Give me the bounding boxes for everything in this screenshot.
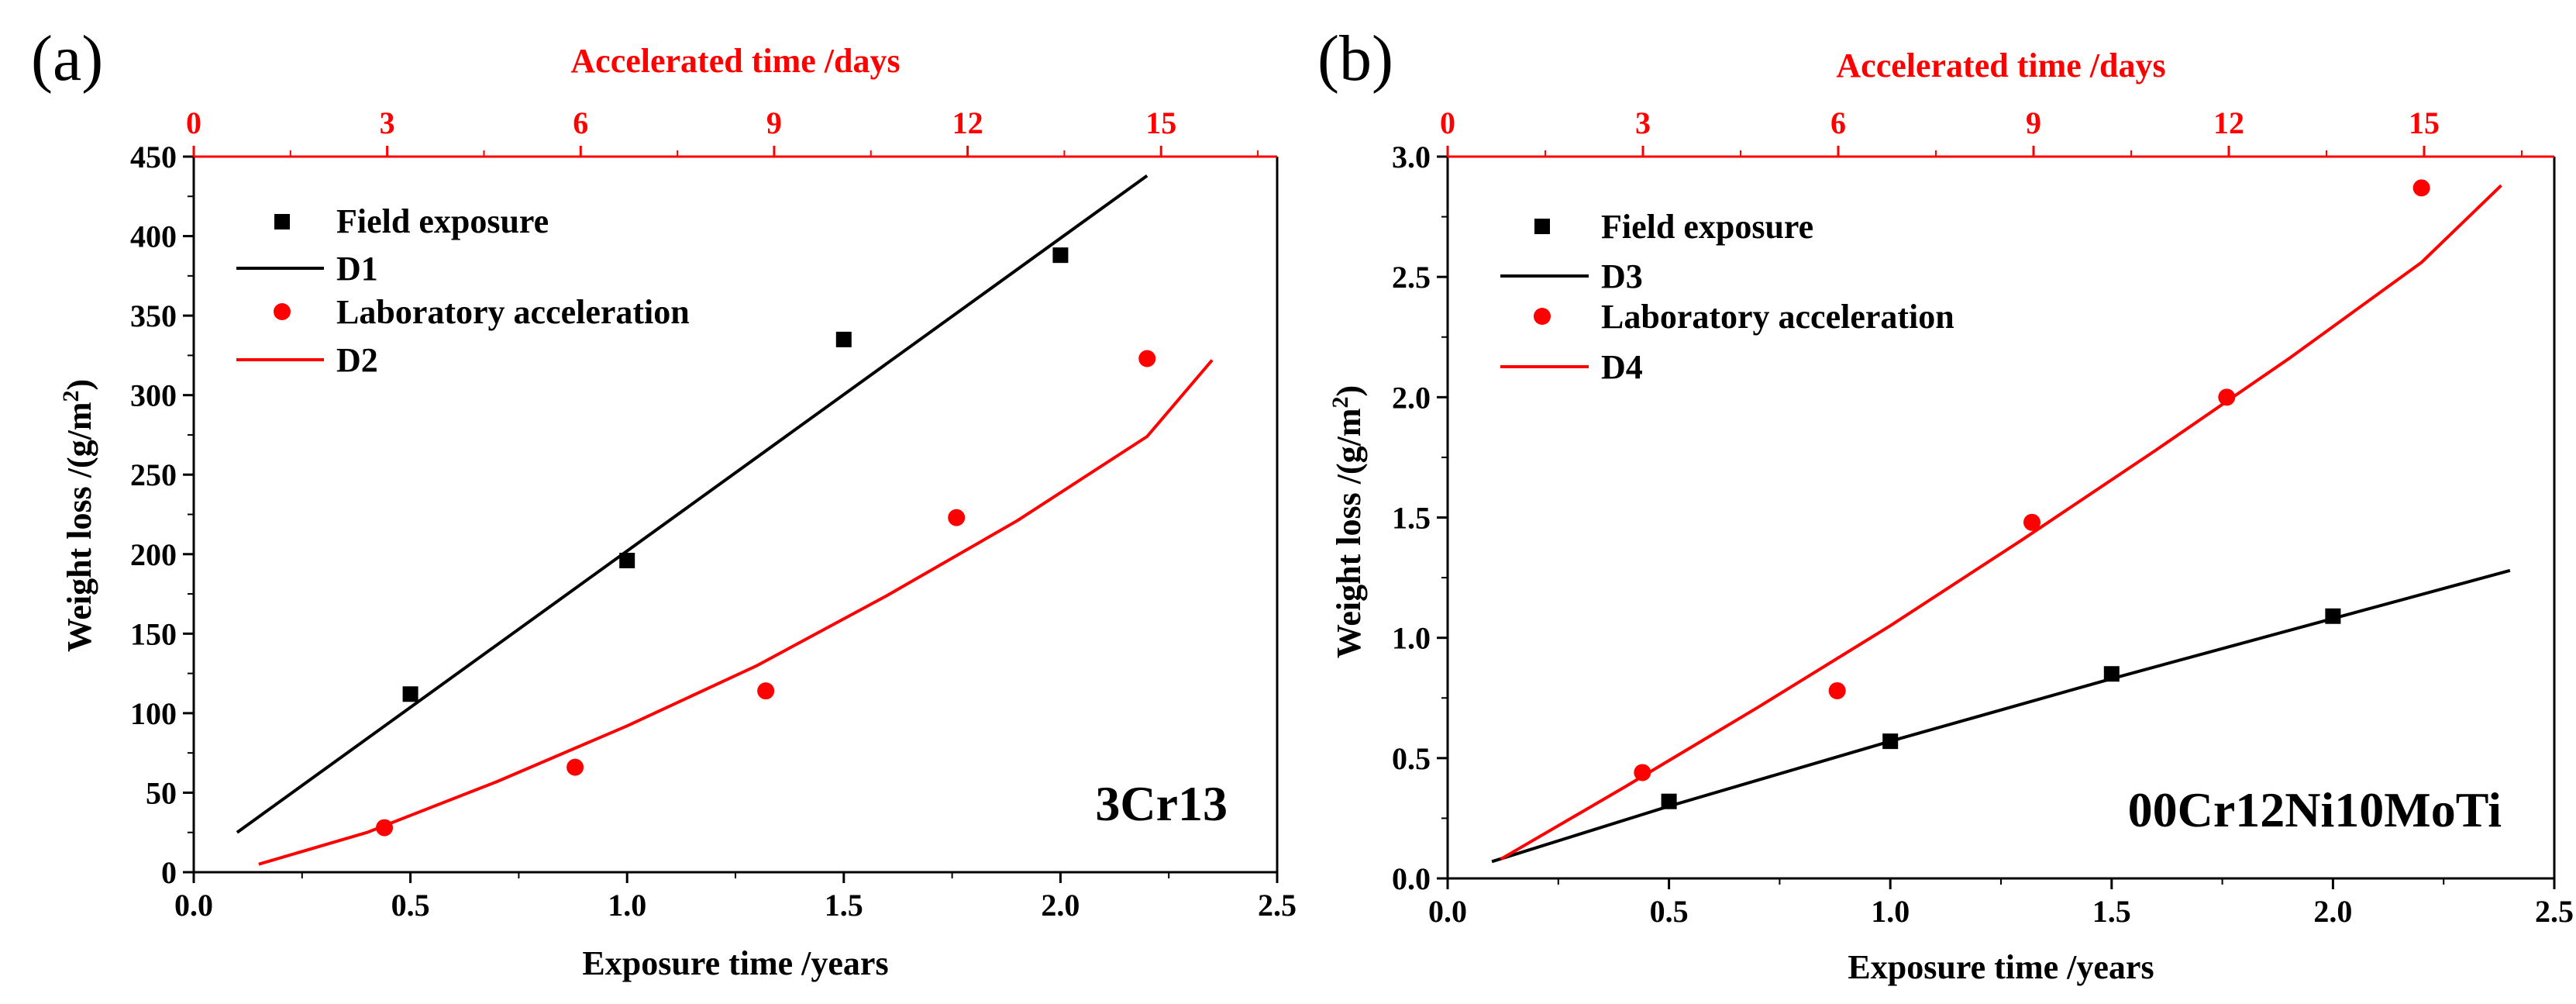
panel-a: (a) Accelerated time /days Exposure time… [31, 22, 1297, 982]
data-point-square [619, 552, 635, 568]
y-tick-label: 0.0 [1392, 861, 1431, 896]
data-point-square [2103, 666, 2120, 682]
x2-tick-label: 3 [1635, 105, 1651, 140]
top-axis-title: Accelerated time /days [1836, 47, 2165, 85]
y-tick-label: 2.5 [1392, 260, 1431, 295]
x-tick-label: 1.0 [1871, 894, 1910, 929]
x-tick-label: 1.0 [608, 888, 646, 923]
y-tick-label: 1.0 [1392, 621, 1431, 656]
legend-label: Field exposure [336, 202, 549, 240]
legend-label: D3 [1601, 257, 1643, 295]
legend: Field exposure D1 Laboratory acceleratio… [236, 202, 690, 379]
data-point-square [402, 686, 418, 702]
x-tick-label: 0.5 [391, 888, 430, 923]
x-tick-label: 2.5 [1258, 888, 1297, 923]
data-point-square [1661, 793, 1677, 809]
panel-b: (b) Accelerated time /days Exposure time… [1317, 22, 2574, 986]
y-tick-label: 0 [161, 855, 177, 890]
legend-label: D1 [336, 250, 378, 288]
data-point-circle [948, 509, 966, 526]
legend-label: Field exposure [1601, 208, 1813, 246]
x2-tick-label: 6 [573, 105, 588, 140]
y-axis-title-close: ) [1330, 385, 1368, 397]
legend-label: Laboratory acceleration [1601, 298, 1954, 336]
y-axis-title: Weight loss /(g/m2) [1328, 385, 1368, 658]
y-tick-label: 200 [130, 537, 177, 572]
y-axis-title: Weight loss /(g/m2) [58, 379, 98, 652]
x2-tick-label: 0 [1440, 105, 1455, 140]
data-point-circle [2218, 388, 2236, 406]
x2-tick-label: 0 [186, 105, 201, 140]
y-axis-title-text: Weight loss /(g/m [60, 402, 98, 652]
data-point-square [2325, 608, 2341, 624]
y-tick-label: 450 [130, 140, 177, 174]
data-point-circle [2412, 179, 2430, 197]
material-annotation: 3Cr13 [1095, 776, 1228, 831]
fit-line [1500, 184, 2502, 861]
y-axis-title-sup: 2 [58, 390, 84, 402]
y-axis-title-sup: 2 [1328, 396, 1353, 408]
legend-label: D2 [336, 341, 378, 379]
legend-marker-square [1534, 219, 1550, 234]
x-tick-label: 2.0 [2313, 894, 2352, 929]
y-tick-label: 0.5 [1392, 741, 1431, 776]
y-tick-label: 250 [130, 457, 177, 492]
x2-tick-label: 9 [2026, 105, 2041, 140]
material-annotation: 00Cr12Ni10MoTi [2128, 782, 2502, 837]
x2-tick-label: 15 [1145, 105, 1176, 140]
x2-tick-label: 12 [952, 105, 983, 140]
y-tick-label: 3.0 [1392, 140, 1431, 174]
legend-label: Laboratory acceleration [336, 293, 690, 331]
legend: Field exposure D3 Laboratory acceleratio… [1500, 208, 1954, 386]
y-tick-label: 150 [130, 616, 177, 651]
legend-marker-circle [1534, 308, 1551, 325]
y-tick-label: 100 [130, 696, 177, 731]
top-axis-title: Accelerated time /days [570, 42, 900, 80]
x-tick-label: 0.5 [1650, 894, 1689, 929]
data-point-square [835, 331, 852, 347]
x-tick-label: 0.0 [174, 888, 213, 923]
panel-label: (a) [31, 22, 103, 95]
data-point-circle [1828, 681, 1846, 699]
data-point-circle [1634, 764, 1651, 781]
data-point-square [1882, 733, 1899, 750]
legend-marker-square [274, 214, 290, 229]
y-tick-label: 300 [130, 378, 177, 413]
x-tick-label: 1.5 [2092, 894, 2131, 929]
panel-label: (b) [1317, 22, 1393, 95]
x-tick-label: 2.5 [2535, 894, 2574, 929]
x-tick-label: 2.0 [1041, 888, 1080, 923]
y-tick-label: 400 [130, 219, 177, 254]
data-point-square [1052, 247, 1069, 264]
fit-line [258, 359, 1214, 866]
legend-marker-circle [274, 303, 291, 320]
data-point-circle [376, 819, 394, 837]
data-point-circle [567, 758, 584, 776]
fit-line [1491, 568, 2511, 864]
x2-tick-label: 12 [2213, 105, 2244, 140]
x2-tick-label: 3 [380, 105, 395, 140]
y-tick-label: 2.0 [1392, 380, 1431, 415]
y-tick-label: 50 [146, 775, 177, 810]
x2-tick-label: 6 [1830, 105, 1846, 140]
y-tick-label: 350 [130, 298, 177, 333]
x2-tick-label: 15 [2409, 105, 2440, 140]
fit-line [236, 174, 1149, 834]
x-axis-title: Exposure time /years [1848, 948, 2154, 986]
x-tick-label: 0.0 [1428, 894, 1467, 929]
y-tick-label: 1.5 [1392, 501, 1431, 536]
data-point-circle [757, 682, 775, 700]
data-point-circle [1138, 350, 1156, 367]
y-axis-title-close: ) [60, 379, 98, 391]
data-point-circle [2023, 513, 2040, 531]
x2-tick-label: 9 [766, 105, 782, 140]
legend-label: D4 [1601, 348, 1643, 386]
y-axis-title-text: Weight loss /(g/m [1330, 408, 1368, 658]
x-tick-label: 1.5 [825, 888, 863, 923]
x-axis-title: Exposure time /years [582, 944, 888, 982]
